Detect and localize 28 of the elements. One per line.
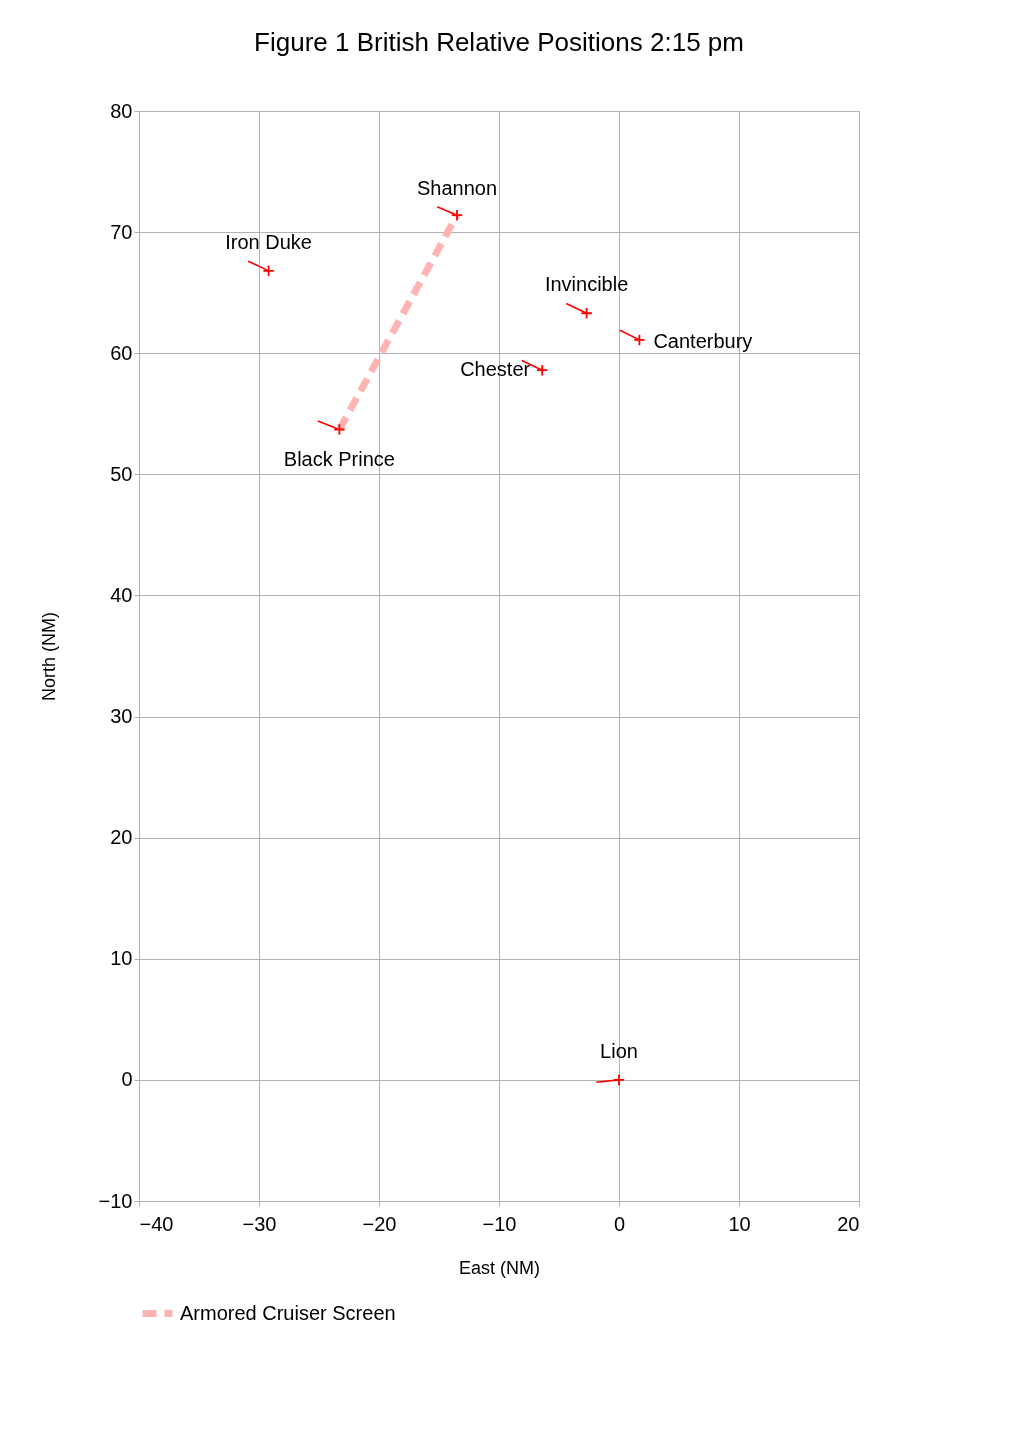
y-tick-label: 70: [110, 220, 133, 243]
y-tick-label: −10: [98, 1189, 133, 1212]
x-tick-label: −30: [242, 1212, 277, 1235]
annotation: Invincible: [544, 273, 629, 296]
y-tick-label: 40: [110, 583, 133, 606]
x-tick-label: 10: [728, 1212, 751, 1235]
y-tick-label: 0: [121, 1068, 133, 1091]
y-tick-label: 10: [110, 947, 133, 970]
annotation: Iron Duke: [225, 230, 312, 253]
annotation: Lion: [600, 1039, 638, 1062]
annotation: Canterbury: [653, 329, 753, 352]
x-tick-label: 20: [837, 1212, 860, 1235]
y-axis-title: North (NM): [38, 612, 59, 701]
y-tick-label: 30: [110, 705, 133, 728]
y-tick-label: 50: [110, 462, 133, 485]
x-tick-label: −40: [139, 1212, 174, 1235]
annotation: Shannon: [416, 177, 498, 200]
y-tick-label: 80: [110, 99, 133, 122]
x-tick-label: −20: [362, 1212, 397, 1235]
y-tick-label: 20: [110, 826, 133, 849]
annotation: Chester: [460, 358, 531, 381]
x-axis-title: East (NM): [459, 1257, 540, 1278]
legend-label: Armored Cruiser Screen: [180, 1301, 396, 1324]
x-tick-label: 0: [613, 1212, 626, 1235]
y-tick-label: 60: [110, 341, 133, 364]
x-tick-label: −10: [482, 1212, 517, 1235]
chart-title: Figure 1 British Relative Positions 2:15 pm: [254, 27, 744, 57]
annotation: Black Prince: [283, 447, 395, 470]
